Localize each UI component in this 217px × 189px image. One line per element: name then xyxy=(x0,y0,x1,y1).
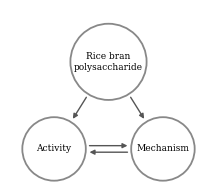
Text: Mechanism: Mechanism xyxy=(136,144,189,153)
Text: Activity: Activity xyxy=(36,144,72,153)
Text: Rice bran
polysaccharide: Rice bran polysaccharide xyxy=(74,52,143,72)
